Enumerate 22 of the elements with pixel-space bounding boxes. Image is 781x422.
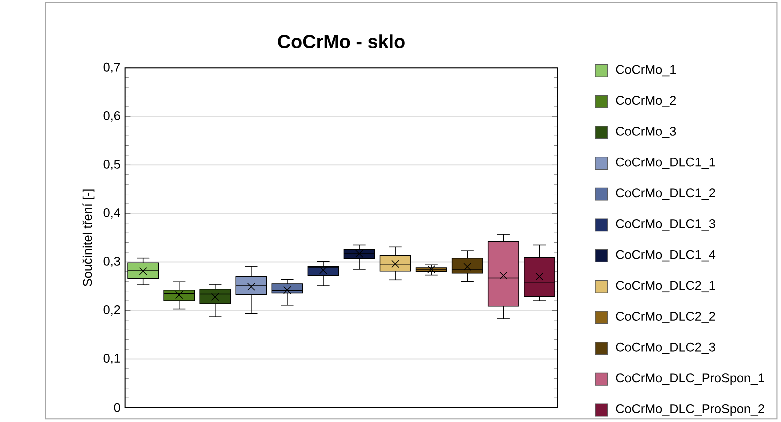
legend-label: CoCrMo_DLC2_1 xyxy=(616,281,716,293)
y-tick-label: 0,4 xyxy=(104,208,120,219)
legend-label: CoCrMo_1 xyxy=(616,65,676,77)
legend-label: CoCrMo_DLC1_4 xyxy=(616,250,716,262)
legend-label: CoCrMo_DLC2_2 xyxy=(616,312,716,324)
y-tick-label: 0,1 xyxy=(104,354,120,364)
chart-title: CoCrMo - sklo xyxy=(278,34,405,49)
legend-label: CoCrMo_DLC1_3 xyxy=(616,220,716,231)
y-tick-label: 0 xyxy=(114,403,120,412)
y-tick-label: 0,3 xyxy=(104,257,120,268)
y-tick-label: 0,6 xyxy=(104,111,120,122)
y-tick-label: 0,2 xyxy=(104,306,120,316)
legend-label: CoCrMo_DLC1_1 xyxy=(616,158,716,170)
y-tick-label: 0,7 xyxy=(104,62,120,74)
legend-label: CoCrMo_3 xyxy=(616,127,676,138)
y-tick-label: 0,5 xyxy=(104,160,120,170)
legend-label: CoCrMo_DLC1_2 xyxy=(616,188,716,200)
legend-label: CoCrMo_DLC_ProSpon_1 xyxy=(616,374,764,386)
legend-label: CoCrMo_DLC_ProSpon_2 xyxy=(616,404,764,416)
legend-label: CoCrMo_DLC2_3 xyxy=(616,342,716,354)
legend-label: CoCrMo_2 xyxy=(616,96,676,108)
y-axis-title: Součinitel tření [-] xyxy=(82,190,95,286)
